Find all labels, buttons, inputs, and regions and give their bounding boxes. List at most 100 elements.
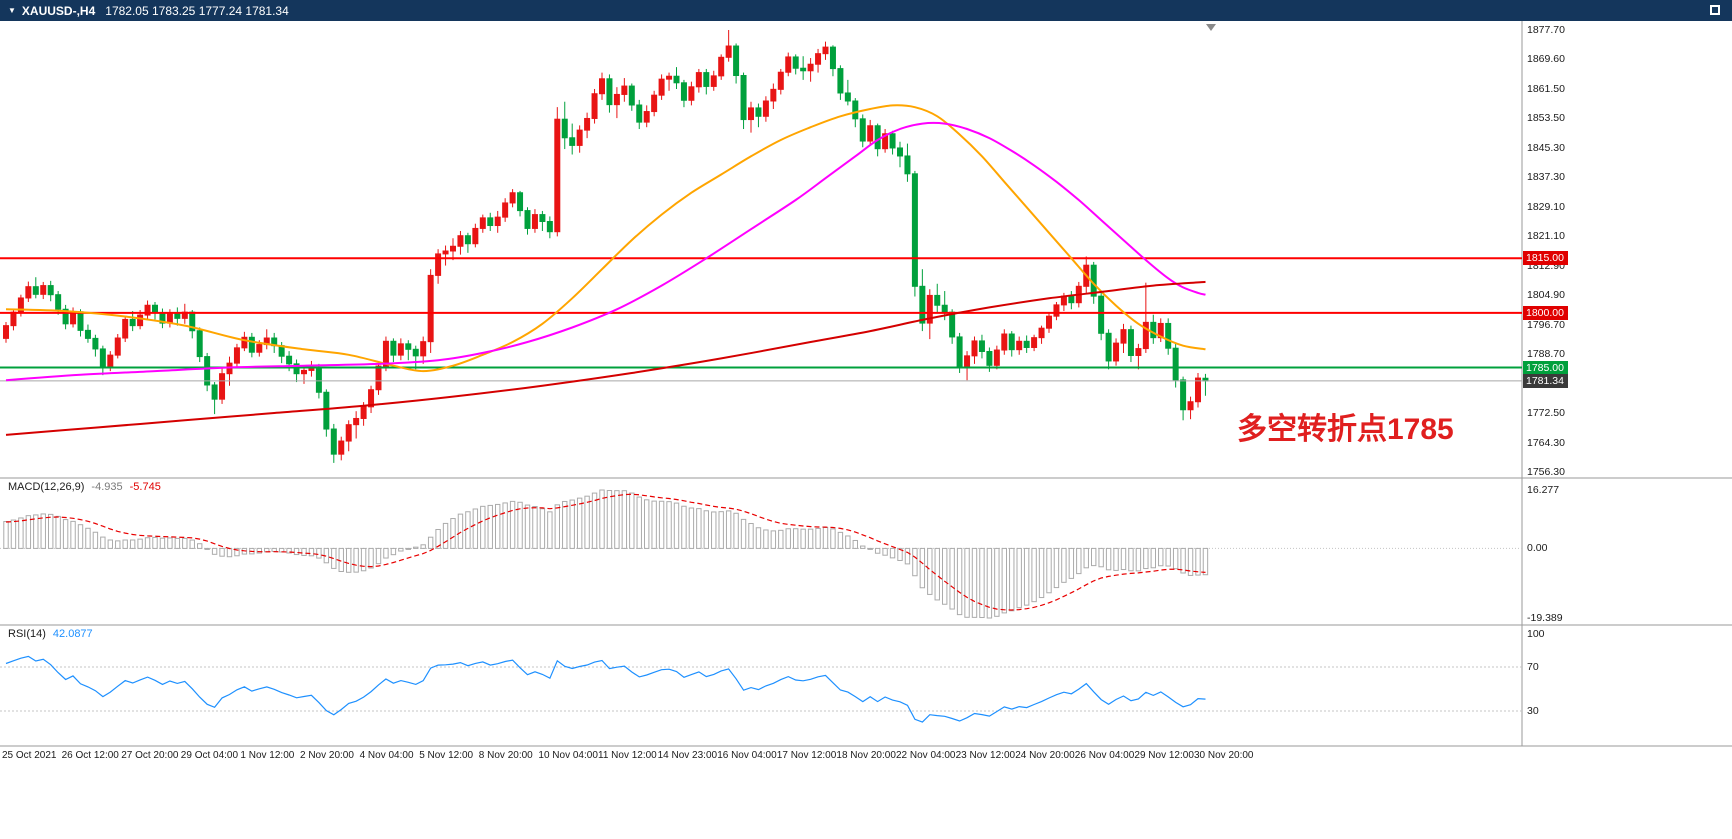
macd-bar (502, 502, 508, 549)
macd-bar (845, 535, 851, 549)
macd-bar (524, 504, 531, 549)
macd-bar (1053, 547, 1060, 589)
candle (196, 330, 203, 358)
macd-bar (1046, 547, 1052, 594)
macd-bar (964, 547, 970, 618)
candle (599, 78, 605, 95)
macd-bar (562, 500, 568, 549)
candle (1016, 340, 1023, 351)
candle (345, 424, 352, 442)
restore-window-icon[interactable] (1710, 5, 1720, 15)
candle (606, 78, 613, 106)
candle (323, 391, 330, 430)
candle (703, 72, 710, 87)
candle (1180, 379, 1187, 411)
macd-bar (1038, 547, 1045, 599)
candle (92, 337, 99, 350)
candle (1165, 322, 1172, 349)
candle (561, 118, 568, 139)
candle (815, 53, 822, 65)
macd-bar (271, 547, 277, 552)
macd-name: MACD(12,26,9) (8, 481, 85, 493)
macd-bar (837, 531, 844, 549)
candle (829, 46, 836, 70)
candle (144, 304, 151, 316)
macd-bar (55, 515, 61, 549)
macd-bar (740, 518, 747, 549)
macd-bar (1143, 547, 1149, 570)
candle (531, 214, 538, 229)
macd-bar (1031, 547, 1037, 603)
macd-bar (211, 547, 218, 555)
macd-bar (904, 547, 911, 565)
candle (32, 286, 39, 295)
macd-bar (606, 490, 613, 549)
macd-bar (390, 547, 397, 556)
candle (882, 133, 889, 150)
candle (569, 137, 576, 146)
candle (435, 253, 442, 276)
candle (554, 118, 561, 233)
macd-bar (755, 527, 762, 549)
macd-bar (420, 544, 426, 549)
macd-bar (1195, 547, 1201, 576)
candle (502, 202, 509, 218)
candle (55, 294, 62, 310)
candle (375, 365, 382, 391)
macd-bar (800, 528, 806, 549)
macd-bar (688, 507, 695, 549)
candle (301, 369, 307, 375)
macd-bar (979, 547, 985, 619)
macd-bar (427, 536, 434, 549)
macd-bar (435, 528, 441, 549)
candle (450, 245, 456, 252)
macd-value-main: -4.935 (91, 481, 123, 493)
symbol-dropdown-icon[interactable]: ▼ (8, 6, 16, 15)
candle (874, 125, 881, 150)
macd-bar (256, 547, 263, 554)
candle (666, 75, 673, 80)
candle (710, 75, 717, 87)
candle (1038, 327, 1045, 339)
candle (99, 348, 106, 368)
macd-bar (234, 547, 240, 557)
macd-bar (398, 547, 404, 552)
macd-bar (1061, 547, 1067, 583)
rsi-indicator-label: RSI(14) 42.0877 (8, 628, 100, 640)
chart-shift-marker[interactable] (1206, 24, 1216, 31)
candle (472, 227, 479, 245)
macd-bar (584, 495, 590, 549)
candle (897, 147, 903, 157)
macd-bar (666, 501, 672, 549)
candle (621, 85, 628, 95)
macd-bar (919, 547, 926, 589)
candle (546, 221, 553, 233)
macd-bar (70, 520, 76, 549)
macd-bar (934, 547, 940, 601)
candle (152, 304, 158, 314)
macd-bar (286, 547, 292, 554)
candle (591, 93, 598, 119)
macd-bar (375, 547, 382, 565)
macd-bar (450, 518, 456, 549)
candle (748, 107, 754, 121)
macd-bar (696, 508, 702, 549)
candle (740, 75, 747, 121)
candle (658, 78, 665, 96)
macd-bar (137, 538, 143, 549)
macd-bar (830, 528, 836, 549)
candle (852, 100, 859, 120)
macd-bar (1128, 547, 1134, 572)
candle (844, 92, 851, 102)
macd-bar (152, 536, 158, 549)
macd-bar (986, 547, 993, 619)
candle (40, 285, 47, 295)
macd-bar (346, 547, 352, 573)
candle (993, 349, 1000, 366)
macd-bar (405, 547, 412, 550)
macd-bar (852, 539, 858, 549)
macd-bar (293, 547, 300, 556)
macd-bar (703, 510, 709, 549)
candle (733, 45, 740, 77)
